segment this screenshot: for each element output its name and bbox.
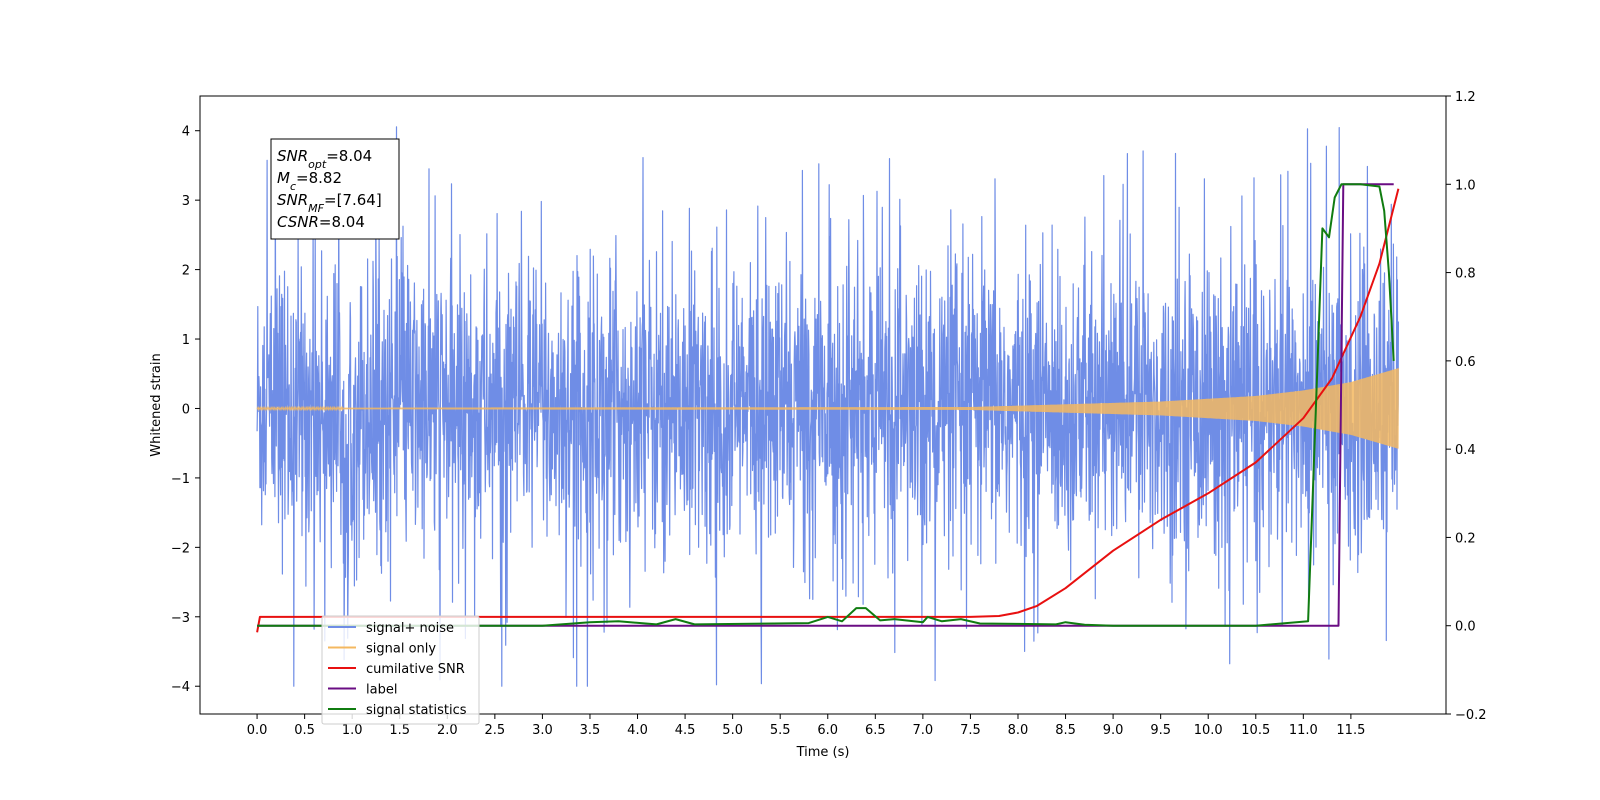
legend-frame	[321, 615, 480, 725]
legend: signal+ noise signal only cumilative SNR la…	[321, 615, 480, 725]
x-tick-label: 7.5	[960, 723, 981, 738]
y-tick-label: −1	[171, 472, 190, 487]
y2-tick-label: 0.4	[1455, 443, 1476, 458]
y-tick-label: −2	[171, 541, 190, 556]
annotation-line: Mc=8.82	[277, 169, 342, 193]
legend-label: label	[366, 683, 397, 698]
annotation-value: =8.04	[319, 213, 365, 231]
annotation-line: SNRopt=8.04	[277, 147, 372, 171]
annotation-symbol: SNR	[277, 147, 308, 165]
x-tick-label: 8.0	[1008, 723, 1029, 738]
x-tick-label: 2.0	[437, 723, 458, 738]
x-tick-label: 7.0	[913, 723, 934, 738]
x-tick-label: 1.0	[342, 723, 363, 738]
y-tick-label: 2	[182, 264, 190, 279]
y-axis-left: 4 3 2 1 0 −1 −2 −3 −4	[171, 125, 200, 695]
annotation-value: =8.82	[296, 169, 342, 187]
y2-tick-label: 0.0	[1455, 620, 1476, 635]
annotation-symbol: SNR	[277, 191, 308, 209]
x-tick-label: 3.0	[532, 723, 553, 738]
annotation-subscript: MF	[308, 202, 324, 215]
y-axis-label: Whitened strain	[149, 353, 164, 456]
annotation-line: SNRMF=[7.64]	[277, 191, 382, 215]
x-tick-label: 4.5	[675, 723, 696, 738]
x-tick-label: 8.5	[1055, 723, 1076, 738]
y2-tick-label: 1.0	[1455, 178, 1476, 193]
series-line-signal-noise	[256, 126, 1399, 687]
plot-frame	[199, 95, 1447, 715]
x-tick-label: 9.0	[1103, 723, 1124, 738]
x-tick-label: 6.0	[817, 723, 838, 738]
y-tick-label: −3	[171, 611, 190, 626]
y-tick-label: 4	[182, 125, 190, 140]
annotation-value: =[7.64]	[324, 191, 382, 209]
legend-label: cumilative SNR	[366, 662, 465, 677]
annotation-symbol: M	[277, 169, 290, 187]
x-axis: 0.0 0.5 1.0 1.5 2.0 2.5 3.0 3.5 4.0 4.5 5.0 5.5 6.0 6…	[247, 714, 1365, 738]
x-tick-label: 6.5	[865, 723, 886, 738]
legend-label: signal statistics	[366, 703, 467, 718]
y2-tick-label: 0.2	[1455, 531, 1476, 546]
y2-tick-label: 0.8	[1455, 267, 1476, 282]
x-tick-label: 2.5	[485, 723, 506, 738]
y-tick-label: 1	[182, 333, 190, 348]
annotation-subscript: opt	[308, 158, 327, 171]
annotation-line: CSNR=8.04	[277, 213, 365, 231]
annotation-subscript: c	[290, 180, 296, 193]
series-line-signal-only	[256, 368, 1399, 449]
y-tick-label: −4	[171, 680, 190, 695]
y2-tick-label: 0.6	[1455, 355, 1476, 370]
annotation-value: =8.04	[326, 147, 372, 165]
x-tick-label: 11.5	[1336, 723, 1365, 738]
x-axis-label: Time (s)	[796, 745, 850, 760]
annotation-frame	[270, 138, 400, 240]
legend-label: signal+ noise	[366, 621, 454, 636]
x-tick-label: 10.5	[1241, 723, 1270, 738]
y2-tick-label: −0.2	[1455, 708, 1487, 723]
y-tick-label: 0	[182, 402, 190, 417]
y-axis-right: 1.2 1.0 0.8 0.6 0.4 0.2 0.0 −0.2	[1446, 90, 1487, 723]
series-line-signal-statistics	[257, 183, 1395, 627]
x-tick-label: 10.0	[1194, 723, 1223, 738]
x-tick-label: 11.0	[1289, 723, 1318, 738]
x-tick-label: 0.0	[247, 723, 268, 738]
x-tick-label: 3.5	[580, 723, 601, 738]
annotation-symbol: CSNR	[277, 213, 319, 231]
x-tick-label: 4.0	[627, 723, 648, 738]
x-tick-label: 5.5	[770, 723, 791, 738]
series-line-cumilative-snr	[256, 188, 1400, 633]
legend-label: signal only	[366, 642, 436, 657]
series-layer	[256, 126, 1400, 687]
y-tick-label: 3	[182, 194, 190, 209]
x-tick-label: 0.5	[294, 723, 315, 738]
x-tick-label: 5.0	[722, 723, 743, 738]
x-tick-label: 9.5	[1150, 723, 1171, 738]
x-tick-label: 1.5	[389, 723, 410, 738]
y2-tick-label: 1.2	[1455, 90, 1476, 105]
